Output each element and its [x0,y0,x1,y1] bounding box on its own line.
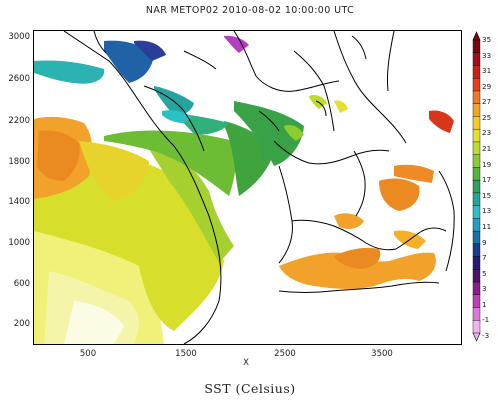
y-tick-label: 3000 [8,32,30,42]
colorbar-cell [472,269,481,283]
colorbar-label: 23 [482,128,492,138]
y-tick-label: 1800 [8,157,30,167]
colorbar-cell [472,39,481,54]
colorbar [472,31,481,342]
colorbar-label: 3 [482,284,487,294]
colorbar-cell [472,307,481,321]
colorbar-cell [472,103,481,117]
colorbar-label: 29 [482,81,492,91]
colorbar-label: 25 [482,112,492,122]
y-tick-label: 1000 [8,238,30,248]
colorbar-cell [472,154,481,168]
y-tick-label: 2200 [8,116,30,126]
colorbar-label: 27 [482,97,492,107]
x-tick-label: 2500 [274,349,296,359]
colorbar-label: 1 [482,299,487,309]
x-tick-label: 500 [79,349,97,359]
y-tick-label: 2600 [8,74,30,84]
colorbar-label: 19 [482,159,492,169]
colorbar-cell [472,167,481,181]
x-tick-label: 3500 [371,349,393,359]
colorbar-label: -1 [482,315,490,325]
map-title: NAR METOP02 2010-08-02 10:00:00 UTC [145,5,355,16]
x-tick-label: 1500 [175,349,197,359]
y-tick-label: 1400 [8,197,30,207]
colorbar-cell [472,90,481,105]
colorbar-label: 21 [482,144,492,154]
colorbar-cell [472,65,481,79]
colorbar-cell [472,294,481,309]
colorbar-cell [472,281,481,296]
colorbar-cell [472,78,481,92]
colorbar-label: 5 [482,268,487,278]
colorbar-label: 17 [482,175,492,185]
colorbar-cell [472,320,481,334]
y-tick-label: 200 [13,319,30,329]
y-tick-label: 600 [13,279,30,289]
sst-map [34,31,455,344]
colorbar-top-arrow [472,31,481,41]
x-axis-name: X [243,358,249,368]
colorbar-cell [472,243,481,258]
colorbar-cell [472,52,481,66]
colorbar-label: 7 [482,253,487,263]
colorbar-cell [472,192,481,207]
coastlines [63,31,455,344]
sst-warm-region [34,116,149,201]
sst-pale-yellow-region [34,221,164,344]
colorbar-cell [472,128,481,143]
colorbar-cell [472,205,481,219]
variable-label: SST (Celsius) [204,381,296,396]
colorbar-cell [472,256,481,270]
colorbar-label: 9 [482,237,487,247]
colorbar-label: 35 [482,35,492,44]
colorbar-cell [472,141,481,156]
sst-cold-region [34,35,249,135]
map-panel [33,30,462,345]
colorbar-cell [472,218,481,232]
colorbar-cell [472,230,481,245]
colorbar-bottom-arrow [472,332,481,342]
colorbar-label: 31 [482,66,492,76]
sst-yellow-region [34,141,234,331]
colorbar-cells [472,31,481,342]
sst-mediterranean [279,110,454,290]
colorbar-label: -3 [482,331,490,340]
colorbar-cell [472,179,481,194]
colorbar-label: 11 [482,221,492,231]
colorbar-label: 13 [482,206,492,216]
colorbar-label: 15 [482,190,492,200]
colorbar-label: 33 [482,50,492,60]
colorbar-cell [472,116,481,130]
